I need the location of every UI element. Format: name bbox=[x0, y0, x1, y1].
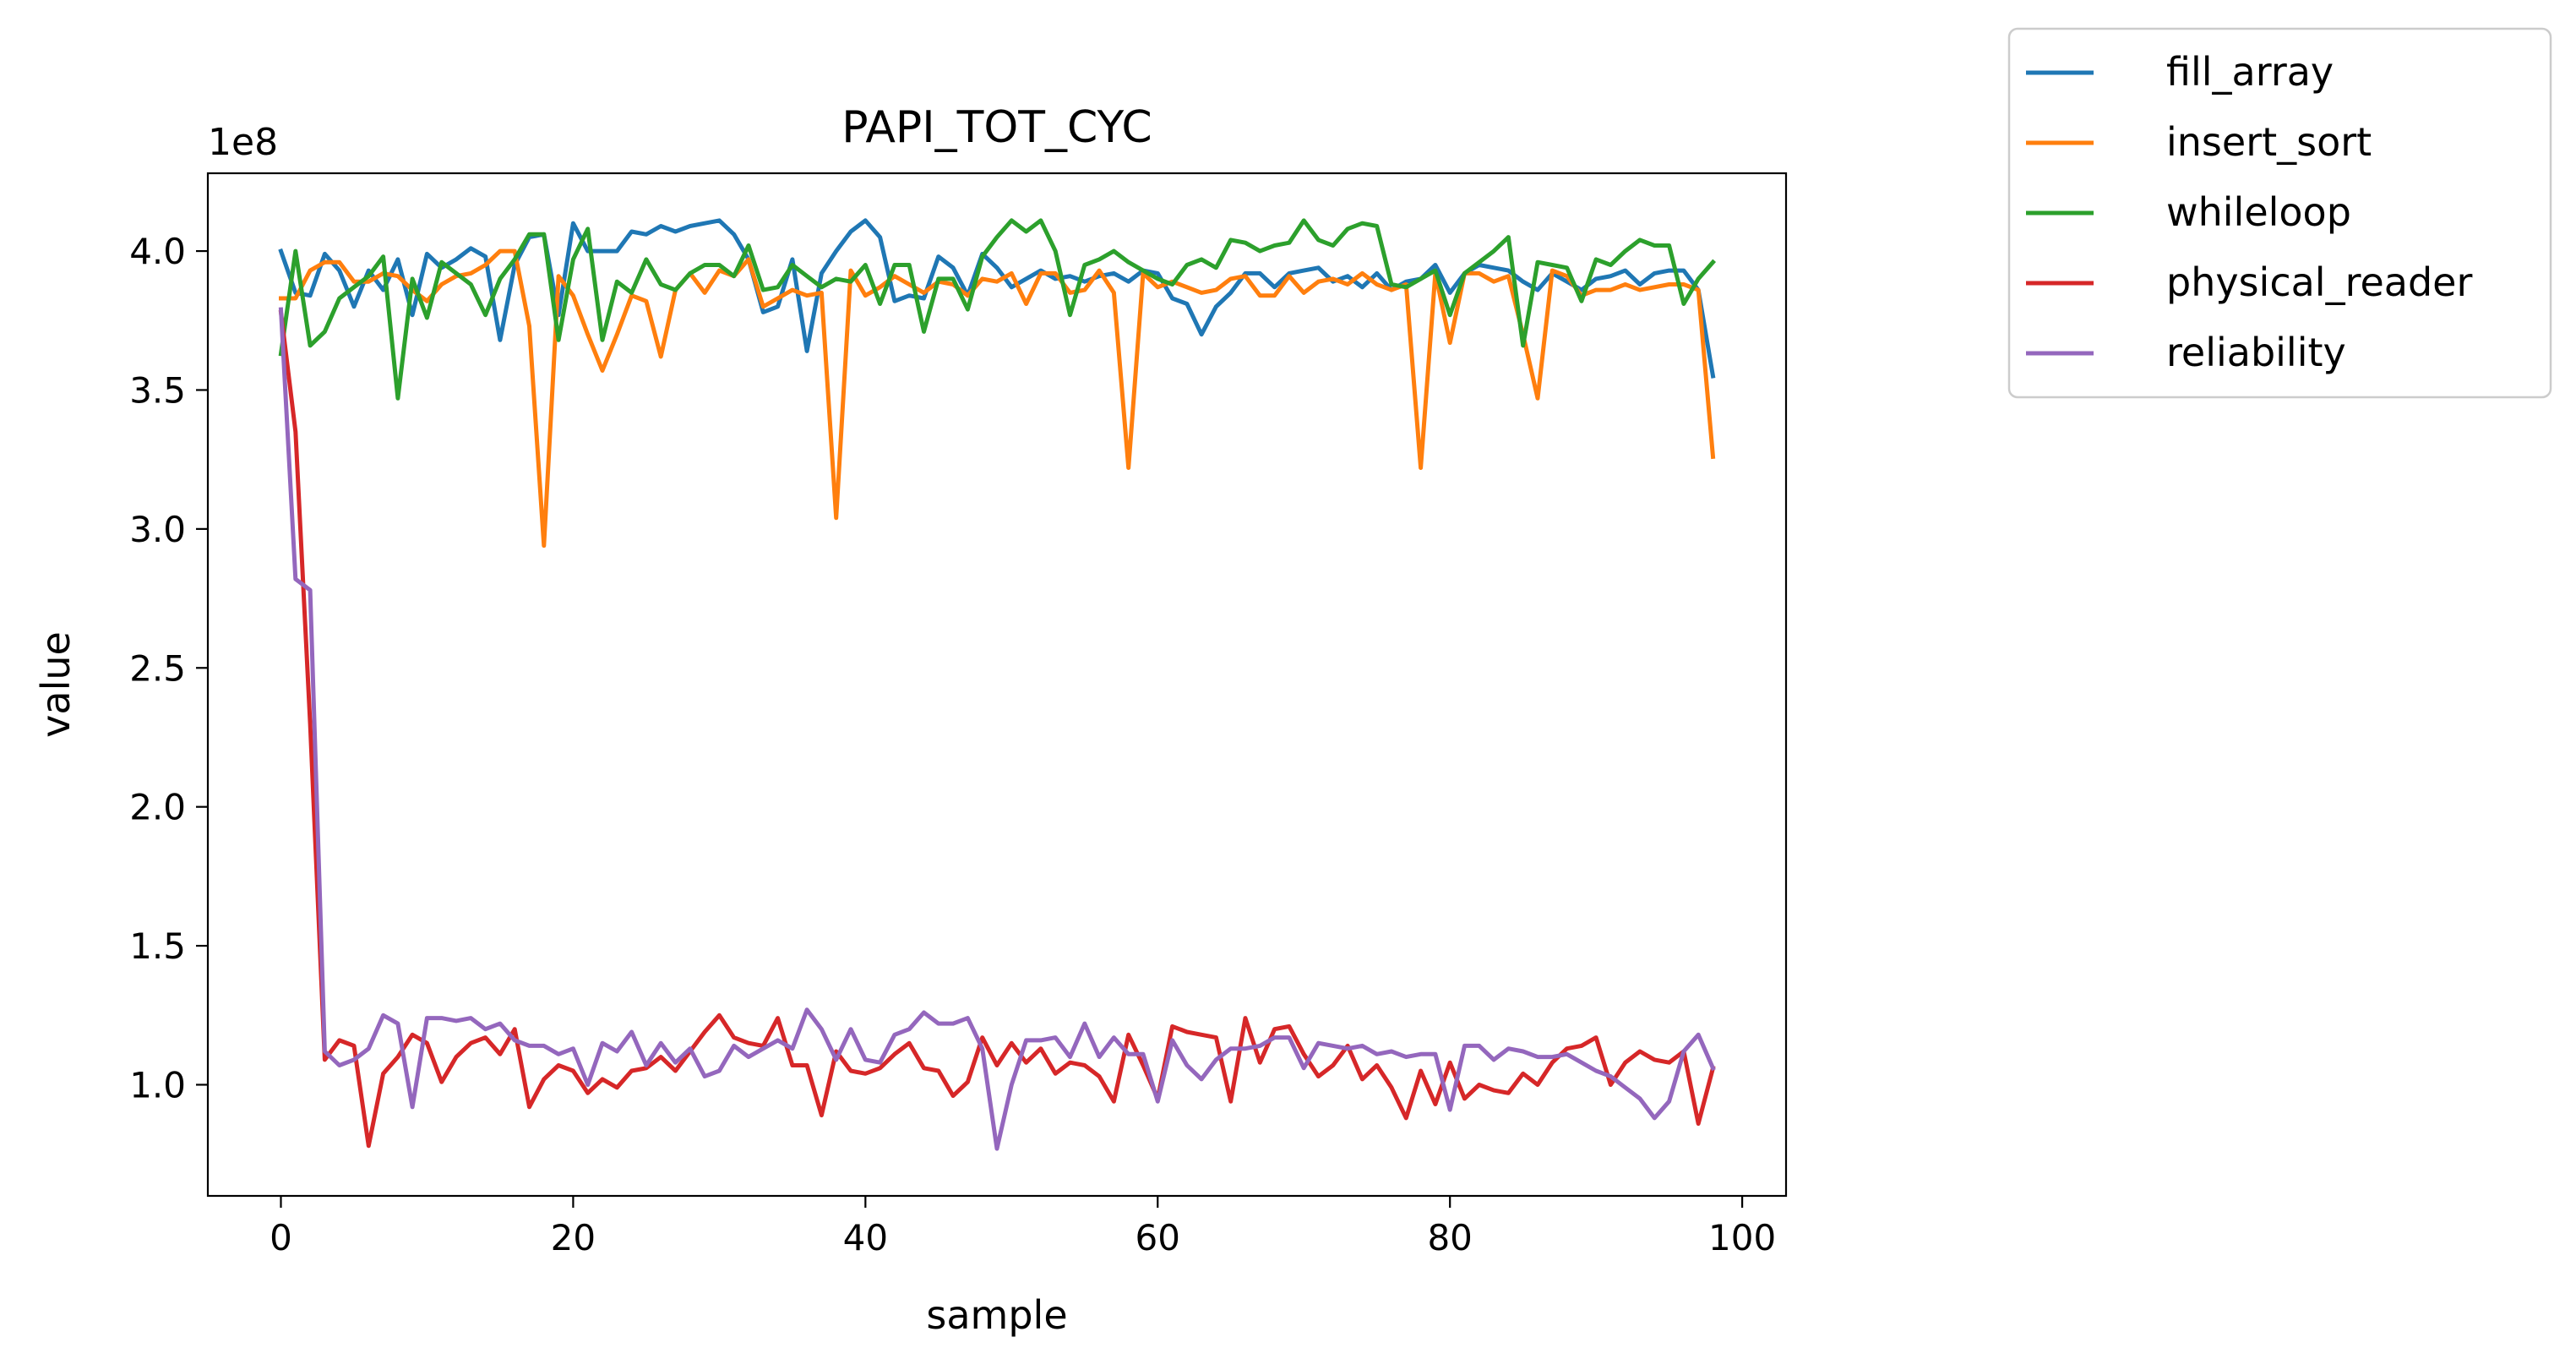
y-tick-label: 4.0 bbox=[129, 231, 186, 272]
x-tick-label: 40 bbox=[843, 1217, 888, 1258]
chart-title: PAPI_TOT_CYC bbox=[841, 102, 1152, 153]
x-tick-label: 80 bbox=[1427, 1217, 1472, 1258]
x-tick-label: 60 bbox=[1136, 1217, 1180, 1258]
y-tick-label: 3.0 bbox=[129, 509, 186, 550]
x-axis-label: sample bbox=[926, 1292, 1067, 1338]
series-line-physical-reader bbox=[278, 309, 1716, 1149]
series-line-whileloop bbox=[278, 218, 1717, 401]
plot-frame bbox=[206, 172, 1788, 1198]
y-tick-label: 1.5 bbox=[129, 925, 186, 967]
y-tick-label: 1.0 bbox=[129, 1064, 186, 1105]
legend-label-insert-sort: insert_sort bbox=[2166, 119, 2372, 165]
legend-label-whileloop: whileloop bbox=[2166, 189, 2351, 235]
y-tick-label: 2.5 bbox=[129, 647, 186, 689]
x-tick-label: 0 bbox=[270, 1217, 292, 1258]
y-axis: 1.0 1.5 2.0 2.5 3.0 3.5 4.0 bbox=[129, 231, 208, 1105]
legend-label-physical-reader: physical_reader bbox=[2166, 259, 2472, 305]
x-axis: 0 20 40 60 80 100 bbox=[270, 1196, 1776, 1258]
y-axis-label: value bbox=[33, 631, 79, 738]
x-tick-label: 100 bbox=[1708, 1217, 1776, 1258]
series-layer bbox=[278, 218, 1717, 1151]
series-line-reliability bbox=[278, 307, 1716, 1151]
legend-label-reliability: reliability bbox=[2166, 330, 2346, 375]
y-tick-label: 2.0 bbox=[129, 787, 186, 828]
legend-frame bbox=[2007, 27, 2552, 399]
y-tick-label: 3.5 bbox=[129, 369, 186, 411]
legend-label-fill-array: fill_array bbox=[2166, 49, 2334, 95]
series-line-insert-sort bbox=[279, 248, 1716, 549]
legend: fill_array insert_sort whileloop physical_r… bbox=[2007, 27, 2552, 399]
y-scale-label: 1e8 bbox=[208, 121, 278, 164]
x-tick-label: 20 bbox=[551, 1217, 596, 1258]
